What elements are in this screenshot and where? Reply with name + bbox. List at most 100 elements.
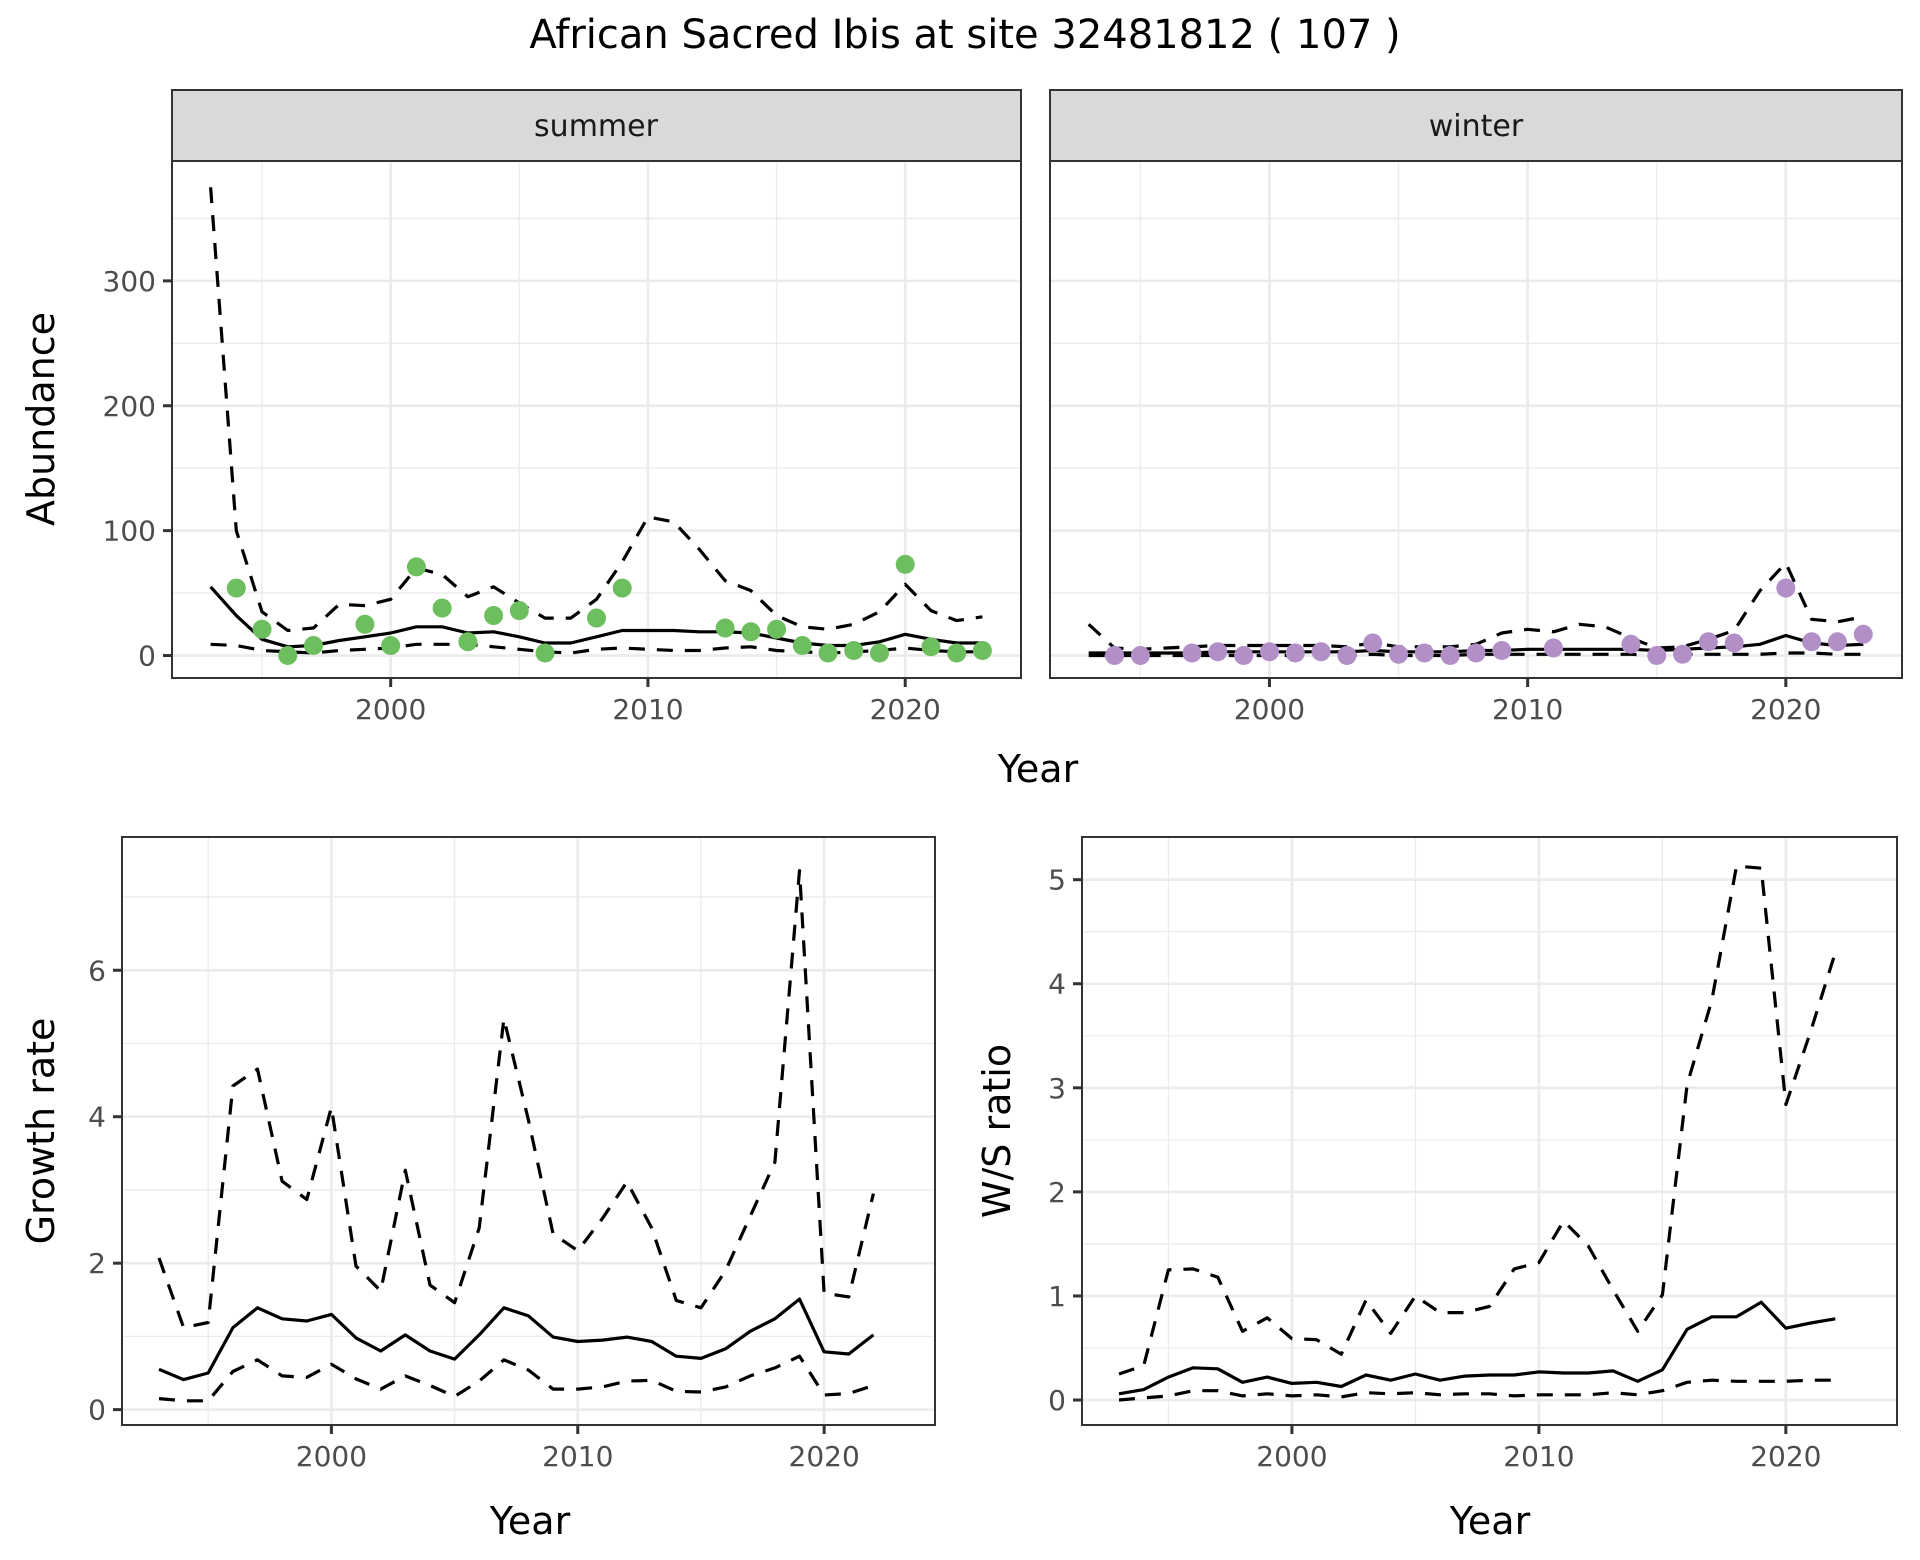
y-tick-label: 0 [1048,1384,1066,1417]
strip-summer [171,89,1022,162]
x-tick-label: 2010 [1503,1440,1574,1473]
abundance-y-axis-title: Abundance [19,312,63,526]
series-summer [209,187,992,666]
panel-border-summer [171,160,1022,679]
figure-title: African Sacred Ibis at site 32481812 ( 1… [529,12,1400,58]
ws-upper-line [1118,864,1837,1376]
abundance-winter-panel: winter 2000 2010 2020 [1049,89,1903,726]
winter-observed-point [1311,642,1331,662]
summer-observed-point [792,636,812,656]
x-tick-label: 2020 [789,1440,860,1473]
y-tick-label: 1 [1048,1280,1066,1313]
ws-lower-line [1118,1378,1836,1402]
ws-ratio-panel: 2000 2010 2020 0 1 2 3 4 5 [1048,836,1898,1473]
winter-observed-point [1647,646,1667,666]
summer-upper-line [209,187,983,633]
winter-observed-point [1621,634,1641,654]
x-tick-label: 2020 [870,693,941,726]
winter-observed-point [1543,638,1563,658]
winter-observed-point [1440,646,1460,666]
summer-observed-point [381,636,401,656]
winter-observed-point [1208,642,1228,662]
x-tick-label: 2000 [355,693,426,726]
grid-ws [1082,837,1897,1425]
winter-observed-point [1698,632,1718,652]
y-tick-label: 4 [1048,968,1066,1001]
winter-observed-point [1802,632,1822,652]
grid-growth [122,837,935,1425]
panel-border-growth [121,836,936,1426]
summer-observed-point [432,598,452,618]
summer-observed-point [715,618,735,638]
x-tick-label: 2010 [1492,693,1563,726]
x-tick-label: 2020 [1750,693,1821,726]
winter-observed-point [1259,642,1279,662]
abundance-summer-panel: summer 2000 2010 2020 0 100 200 300 [103,89,1022,726]
summer-observed-point [844,641,864,661]
panel-border-winter [1049,160,1903,679]
winter-observed-point [1466,643,1486,663]
summer-observed-point [278,646,298,666]
summer-observed-point [406,557,426,577]
winter-observed-point [1105,646,1125,666]
summer-observed-point [818,643,838,663]
x-tick-label: 2000 [1234,693,1305,726]
x-tick-label: 2000 [1256,1440,1327,1473]
winter-observed-point [1853,624,1873,644]
winter-observed-point [1492,641,1512,661]
ticks-summer: 2000 2010 2020 0 100 200 300 [103,265,941,726]
winter-observed-point [1414,643,1434,663]
series-ws [1118,864,1837,1402]
ticks-winter: 2000 2010 2020 [1234,678,1821,726]
y-tick-label: 0 [138,640,156,673]
growth-x-axis-title: Year [489,1499,571,1543]
x-tick-label: 2010 [612,693,683,726]
winter-observed-point [1827,632,1847,652]
y-tick-label: 300 [103,265,156,298]
ws-estimate-line [1118,1300,1836,1396]
strip-winter [1049,89,1903,162]
series-growth [157,869,875,1403]
winter-lower-line [1088,651,1864,658]
summer-observed-point [304,636,323,656]
winter-observed-point [1363,633,1383,653]
growth-rate-panel: 2000 2010 2020 0 2 4 6 [88,836,936,1473]
summer-observed-point [587,608,606,628]
winter-observed-point [1337,646,1357,666]
growth-estimate-line [158,1297,875,1382]
summer-observed-point [741,622,761,642]
summer-observed-point [921,637,941,657]
y-tick-label: 4 [88,1101,106,1134]
strip-label-winter: winter [1429,109,1524,144]
ticks-ws: 2000 2010 2020 0 1 2 3 4 5 [1048,864,1821,1473]
growth-y-axis-title: Growth rate [19,1018,63,1245]
y-tick-label: 6 [88,954,106,987]
y-tick-label: 2 [88,1247,106,1280]
summer-observed-point [972,641,992,661]
summer-observed-point [458,632,478,652]
winter-observed-point [1724,633,1744,653]
summer-observed-point [612,578,632,598]
y-tick-label: 0 [88,1394,106,1427]
winter-upper-line [1087,561,1864,651]
y-tick-label: 100 [103,515,156,548]
ws-x-axis-title: Year [1449,1499,1531,1543]
x-tick-label: 2000 [296,1440,367,1473]
grid-summer [172,161,1021,678]
winter-observed-point [1130,646,1150,666]
summer-observed-point [484,606,504,626]
x-tick-label: 2020 [1750,1440,1821,1473]
strip-label-summer: summer [534,109,659,144]
x-tick-label: 2010 [542,1440,613,1473]
y-tick-label: 2 [1048,1176,1066,1209]
winter-observed-point [1673,644,1693,664]
winter-observed-point [1285,643,1305,663]
summer-observed-point [355,614,375,634]
ticks-growth: 2000 2010 2020 0 2 4 6 [88,954,860,1473]
winter-observed-point [1389,644,1409,664]
summer-observed-point [895,554,915,574]
growth-lower-line [158,1354,874,1403]
summer-observed-point [509,601,529,621]
summer-observed-point [870,643,889,663]
summer-observed-point [226,578,246,598]
